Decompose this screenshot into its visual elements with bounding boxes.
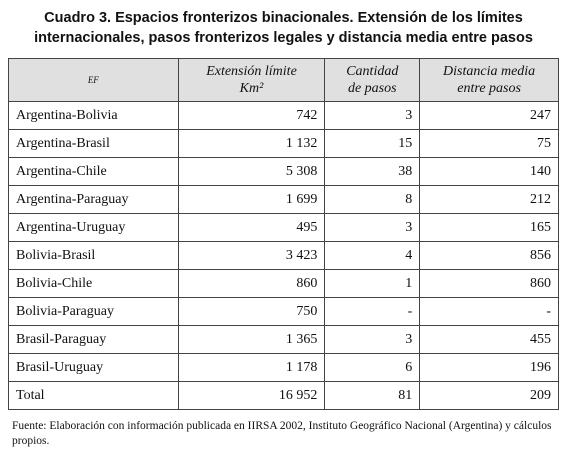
table-cell: Brasil-Paraguay — [8, 325, 179, 354]
table-cell: 75 — [419, 129, 559, 158]
table-body: Argentina-Bolivia 742 3 247 Argentina-Brasil… — [8, 101, 559, 410]
table-cell: Bolivia-Paraguay — [8, 297, 179, 326]
header-text: de pasos — [347, 81, 397, 96]
table-row: Brasil-Uruguay 1 178 6 196 — [8, 353, 559, 382]
table-cell: Bolivia-Brasil — [8, 241, 179, 270]
table-cell: 140 — [419, 157, 559, 186]
table-row: Bolivia-Paraguay 750- - — [8, 297, 559, 326]
header-text: EF — [87, 74, 99, 85]
table-cell: Brasil-Uruguay — [8, 353, 179, 382]
header-cell: Extensión límite Km² — [177, 58, 326, 102]
table-cell: 4 — [324, 241, 421, 270]
table-cell: 1 178 — [177, 353, 326, 382]
table-cell: 38 — [324, 157, 421, 186]
table-row: Argentina-Uruguay 495 3 165 — [8, 213, 559, 242]
header-text: entre pasos — [457, 81, 521, 96]
table-cell: - — [419, 297, 559, 326]
table-cell: 742 — [177, 101, 326, 130]
title: Cuadro 3. Espacios fronterizos binaciona… — [0, 8, 567, 48]
table-cell: 3 — [324, 325, 421, 354]
table-row: Bolivia-Brasil 3 423 4 856 — [8, 241, 559, 270]
header-cell: Distancia media entre pasos — [419, 58, 559, 102]
header-text: Km² — [239, 81, 264, 96]
header-cell: Cantidad de pasos — [324, 58, 421, 102]
table-row: Argentina-Bolivia 742 3 247 — [8, 101, 559, 130]
title-line: internacionales, pasos fronterizos legal… — [34, 30, 533, 46]
table-cell: Argentina-Uruguay — [8, 213, 179, 242]
table-cell: 455 — [419, 325, 559, 354]
header-row: EF Extensión límite Km² Cantidad de pasos Dis… — [8, 58, 559, 102]
table-cell: Bolivia-Chile — [8, 269, 179, 298]
table-row: Brasil-Paraguay 1 365 3 455 — [8, 325, 559, 354]
table: EF Extensión límite Km² Cantidad de pasos Dis… — [8, 58, 559, 410]
table-cell: 1 — [324, 269, 421, 298]
table-row: Total 16 952 81 209 — [8, 381, 559, 410]
header-cell: EF — [8, 58, 179, 102]
table-cell: 5 308 — [177, 157, 326, 186]
table-cell: 196 — [419, 353, 559, 382]
table-cell: 81 — [324, 381, 421, 410]
table-cell: 1 699 — [177, 185, 326, 214]
table-cell: 212 — [419, 185, 559, 214]
table-cell: Argentina-Bolivia — [8, 101, 179, 130]
table-cell: 15 — [324, 129, 421, 158]
table-cell: 8 — [324, 185, 421, 214]
table-row: Argentina-Chile 5 308 38 140 — [8, 157, 559, 186]
table-cell: 209 — [419, 381, 559, 410]
table-cell: 1 132 — [177, 129, 326, 158]
table-cell: 247 — [419, 101, 559, 130]
table-cell: Argentina-Paraguay — [8, 185, 179, 214]
table-cell: 16 952 — [177, 381, 326, 410]
table-cell: 750 — [177, 297, 326, 326]
table-cell: Argentina-Brasil — [8, 129, 179, 158]
header-text: Extensión límite — [206, 64, 297, 79]
table-cell: 165 — [419, 213, 559, 242]
table-cell: 3 — [324, 213, 421, 242]
table-cell: 495 — [177, 213, 326, 242]
title-line: Cuadro 3. Espacios fronterizos binaciona… — [44, 10, 523, 26]
footnote: Fuente: Elaboración con información publ… — [12, 420, 552, 447]
table-cell: 1 365 — [177, 325, 326, 354]
table-cell: 860 — [177, 269, 326, 298]
table-cell: - — [324, 297, 421, 326]
header-text: Cantidad — [346, 64, 399, 79]
header-text: Distancia media — [443, 64, 536, 79]
table-cell: 3 423 — [177, 241, 326, 270]
table-cell: 3 — [324, 101, 421, 130]
table-cell: 6 — [324, 353, 421, 382]
table-cell: 860 — [419, 269, 559, 298]
table-row: Argentina-Paraguay 1 699 8 212 — [8, 185, 559, 214]
table-cell: Argentina-Chile — [8, 157, 179, 186]
table-cell: 856 — [419, 241, 559, 270]
table-row: Argentina-Brasil 1 132 15 75 — [8, 129, 559, 158]
table-row: Bolivia-Chile 860 1 860 — [8, 269, 559, 298]
table-cell: Total — [8, 381, 179, 410]
